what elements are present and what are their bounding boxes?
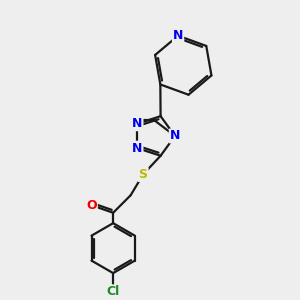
Text: N: N bbox=[170, 130, 180, 142]
Text: Cl: Cl bbox=[106, 285, 120, 298]
Text: O: O bbox=[86, 199, 97, 212]
Text: S: S bbox=[139, 168, 148, 181]
Text: N: N bbox=[132, 142, 142, 155]
Text: N: N bbox=[173, 29, 183, 42]
Text: N: N bbox=[132, 117, 142, 130]
